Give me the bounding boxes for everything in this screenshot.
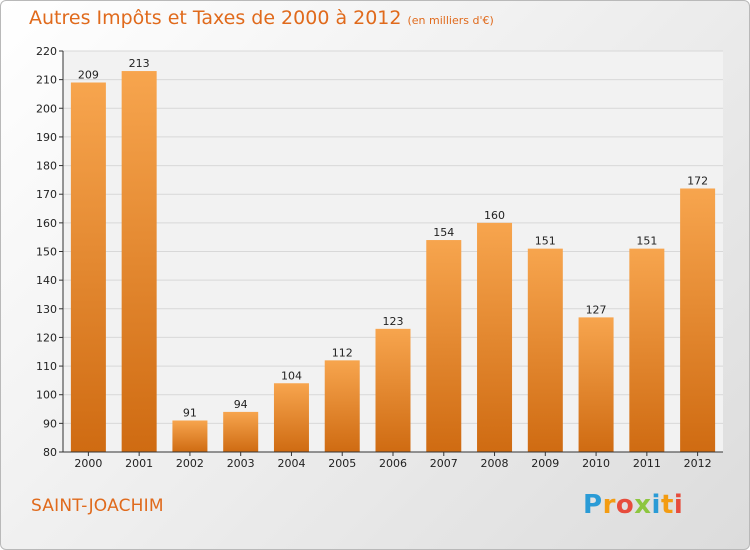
logo-letter: P (583, 490, 603, 520)
bar (680, 188, 716, 452)
x-tick-label: 2005 (328, 457, 356, 470)
logo-letter: t (660, 490, 674, 520)
bar (527, 248, 563, 452)
bar-value-label: 91 (183, 406, 197, 419)
x-tick-label: 2009 (531, 457, 559, 470)
logo-letter: i (673, 490, 684, 520)
y-tick-label: 110 (36, 360, 57, 373)
y-tick-label: 220 (36, 45, 57, 58)
bar-value-label: 151 (535, 235, 556, 248)
bar-value-label: 104 (281, 369, 302, 382)
y-tick-label: 130 (36, 303, 57, 316)
y-tick-label: 210 (36, 74, 57, 87)
bar-value-label: 94 (234, 398, 248, 411)
bar (426, 240, 462, 452)
y-tick-label: 180 (36, 160, 57, 173)
x-tick-label: 2007 (430, 457, 458, 470)
bar (273, 383, 309, 452)
y-tick-label: 190 (36, 131, 57, 144)
y-tick-label: 140 (36, 274, 57, 287)
y-tick-label: 200 (36, 102, 57, 115)
x-tick-label: 2002 (176, 457, 204, 470)
x-tick-label: 2000 (74, 457, 102, 470)
bar-value-label: 213 (129, 57, 150, 70)
axes (62, 51, 723, 453)
y-tick-label: 120 (36, 331, 57, 344)
bar (172, 420, 208, 452)
x-tick-label: 2003 (227, 457, 255, 470)
x-tick-label: 2008 (481, 457, 509, 470)
bar-value-label: 160 (484, 209, 505, 222)
bar (324, 360, 360, 452)
bar-value-label: 151 (636, 235, 657, 248)
bar-value-label: 123 (383, 315, 404, 328)
y-tick-label: 170 (36, 188, 57, 201)
bar-value-label: 127 (586, 303, 607, 316)
title-unit: (en milliers d'€) (407, 14, 494, 27)
bar (121, 71, 157, 453)
y-axis-ticks: 80 90 100 110 120 130 140 150 160 170 180 190 200 210… (36, 45, 63, 459)
bar-value-label: 112 (332, 346, 353, 359)
bar (375, 328, 411, 452)
bar (223, 411, 259, 452)
y-tick-label: 80 (43, 446, 57, 459)
bar (70, 82, 106, 452)
y-tick-label: 90 (43, 417, 57, 430)
bar (578, 317, 614, 452)
bar-value-label: 172 (687, 174, 708, 187)
y-tick-label: 100 (36, 389, 57, 402)
x-axis-ticks: 2000 2001 2002 2003 2004 2005 2006 2007 2008 2009… (74, 452, 712, 470)
x-tick-label: 2011 (633, 457, 661, 470)
chart-title: Autres Impôts et Taxes de 2000 à 2012 (en… (29, 7, 494, 29)
logo-letter: o (615, 490, 635, 520)
commune-name: SAINT-JOACHIM (31, 496, 164, 516)
bar-value-label: 154 (433, 226, 454, 239)
logo-letter: r (602, 490, 616, 520)
bar (477, 222, 513, 452)
x-tick-label: 2006 (379, 457, 407, 470)
x-tick-label: 2001 (125, 457, 153, 470)
x-tick-label: 2012 (684, 457, 712, 470)
y-tick-label: 160 (36, 217, 57, 230)
proxiti-logo: Proxiti (583, 490, 683, 520)
bar-value-label: 209 (78, 69, 99, 82)
bar-series: 209 213 91 94 104 112 123 154 160 151 127 151 172 (70, 57, 716, 453)
y-tick-label: 150 (36, 246, 57, 259)
title-text: Autres Impôts et Taxes de 2000 à 2012 (29, 7, 402, 29)
bar (629, 248, 665, 452)
logo-letter: x (634, 490, 652, 520)
x-tick-label: 2010 (582, 457, 610, 470)
logo-letter: i (651, 490, 661, 520)
x-tick-label: 2004 (277, 457, 305, 470)
